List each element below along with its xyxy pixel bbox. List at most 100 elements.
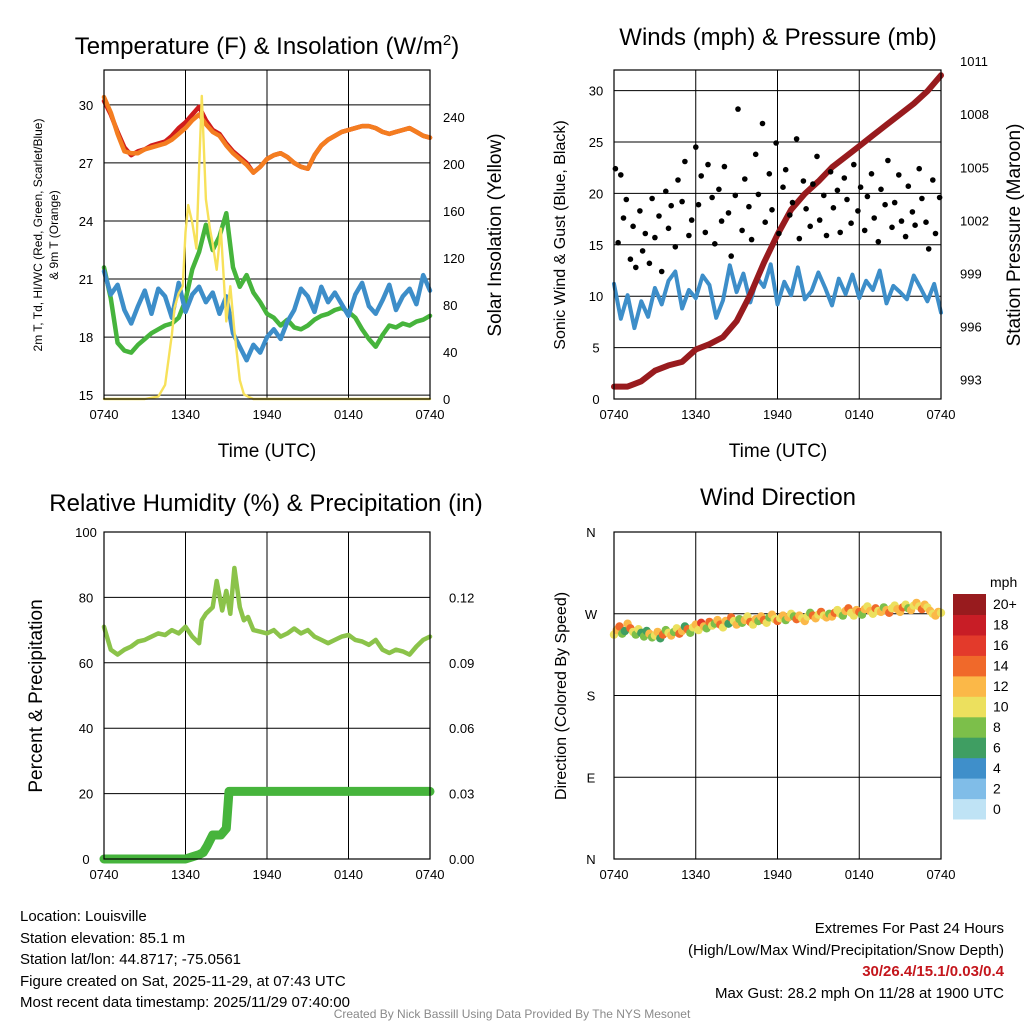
wind-gust-point: [735, 106, 741, 112]
wind-gust-point: [896, 172, 902, 178]
wind-x-axis-title: Time (UTC): [729, 441, 828, 462]
dir-y-tick-label: S: [587, 689, 596, 704]
wind-gust-point: [787, 212, 793, 218]
temp-y2-tick-label: 240: [443, 110, 465, 125]
wind-gust-point: [752, 151, 759, 158]
wind-gust-point: [732, 192, 739, 199]
colorbar-swatch: [953, 798, 986, 820]
temp-y2-tick-label: 160: [443, 204, 465, 219]
wind-gust-point: [902, 233, 909, 240]
wind-gust-point: [725, 210, 732, 216]
wind-gust-point: [885, 157, 891, 164]
wind-gust-point: [830, 205, 837, 211]
wind-gust-point: [889, 224, 895, 231]
temp-y-tick-label: 18: [79, 330, 93, 345]
wind-gust-point: [656, 213, 662, 219]
colorbar-swatch: [953, 614, 986, 636]
wind-gust-point: [762, 219, 768, 225]
wind-gust-point: [871, 215, 877, 221]
wind-gust-point: [688, 217, 695, 223]
wind-gust-point: [623, 196, 630, 203]
colorbar-swatch: [953, 655, 986, 677]
wind-gust-point: [679, 198, 685, 205]
max-gust: Max Gust: 28.2 mph On 11/28 at 1900 UTC: [714, 984, 1004, 1002]
wind-chart-title: Winds (mph) & Pressure (mb): [619, 24, 936, 51]
rh-y-tick-label: 40: [79, 721, 93, 736]
wind-gust-point: [712, 241, 718, 247]
wind-gust-point: [639, 248, 646, 254]
rh-y-tick-label: 0: [82, 852, 89, 867]
wind-gust-point: [755, 191, 762, 198]
wind-gust-point: [814, 153, 820, 160]
wind-x-tick-label: 1940: [763, 407, 792, 422]
colorbar-label: 4: [993, 760, 1001, 776]
temp-chart-frame: [103, 69, 431, 400]
wind-gust-point: [810, 181, 816, 187]
credit-line: Created By Nick Bassill Using Data Provi…: [333, 1007, 691, 1021]
wind-gust-point: [796, 235, 803, 242]
wind-gust-point: [841, 175, 848, 181]
wind-gust-point: [898, 218, 905, 224]
rh-y-tick-label: 60: [79, 656, 93, 671]
colorbar-title: mph: [990, 574, 1017, 590]
wind-y-tick-label: 15: [589, 238, 603, 253]
wind-gust-point: [615, 239, 621, 246]
colorbar-swatch: [953, 716, 986, 738]
rh-y-tick-label: 20: [79, 787, 93, 802]
rh-chart-frame: [103, 531, 431, 860]
wind-gust-point: [637, 208, 643, 214]
wind-gust-point: [837, 229, 843, 236]
wind-gust-point: [891, 199, 898, 206]
wind-gust-point: [844, 196, 850, 203]
temp-y2-tick-label: 40: [443, 345, 457, 360]
wind-gust-point: [827, 169, 834, 175]
wind-y2-tick-label: 1002: [960, 213, 989, 228]
dir-y-tick-label: E: [587, 770, 596, 785]
wind-gust-point: [834, 187, 841, 194]
wind-y2-tick-label: 1008: [960, 107, 989, 122]
wind-y2-tick-label: 999: [960, 266, 982, 281]
wind-y-tick-label: 5: [592, 341, 599, 356]
wind-gust-point: [766, 171, 773, 177]
temp-y-tick-label: 30: [79, 98, 93, 113]
wind-gust-point: [693, 144, 699, 150]
wind-x-tick-label: 0140: [845, 407, 874, 422]
wind-gust-point: [698, 173, 704, 179]
wind-gust-point: [800, 178, 807, 184]
wind-gust-point: [807, 223, 813, 230]
dir-chart-title: Wind Direction: [700, 484, 856, 511]
rh-chart-title: Relative Humidity (%) & Precipitation (i…: [49, 490, 482, 517]
wind-y-axis-title: Sonic Wind & Gust (Blue, Black): [552, 120, 569, 349]
wind-chart-frame: [613, 69, 942, 400]
wind-gust-point: [793, 136, 800, 142]
wind-gust-point: [759, 120, 766, 127]
extremes-title: Extremes For Past 24 Hours: [814, 920, 1004, 937]
temp-x-tick-label: 0740: [416, 407, 445, 422]
wind-x-tick-label: 0740: [600, 407, 629, 422]
dir-x-tick-label: 0140: [845, 867, 874, 882]
rh-x-tick-label: 0740: [90, 867, 119, 882]
temp-y-axis-title-1: 2m T, Td, HI/WC (Red, Green, Scarlet/Blu…: [31, 119, 45, 352]
wind-gust-point: [709, 194, 715, 201]
wind-gust-point: [882, 201, 888, 208]
wind-y2-tick-label: 1005: [960, 160, 989, 175]
dir-x-tick-label: 0740: [600, 867, 629, 882]
wind-gust-point: [816, 217, 823, 223]
temp-x-tick-label: 0140: [334, 407, 363, 422]
temp-series-9m-t: [101, 94, 433, 175]
wind-gust-point: [821, 192, 827, 199]
wind-gust-point: [878, 186, 884, 193]
colorbar-label: 16: [993, 637, 1009, 653]
wind-gust-point: [658, 268, 665, 275]
wind-gust-point: [739, 227, 745, 234]
wind-gust-point: [695, 201, 702, 208]
colorbar-swatch: [953, 696, 986, 718]
wind-y-tick-label: 25: [589, 135, 603, 150]
temp-y-tick-label: 24: [79, 214, 93, 229]
wind-gust-point: [672, 244, 679, 250]
temp-y-tick-label: 15: [79, 388, 93, 403]
temp-series-hi-wc: [101, 269, 433, 363]
temp-y2-tick-label: 80: [443, 298, 457, 313]
wind-y2-axis-title: Station Pressure (Maroon): [1004, 124, 1024, 347]
